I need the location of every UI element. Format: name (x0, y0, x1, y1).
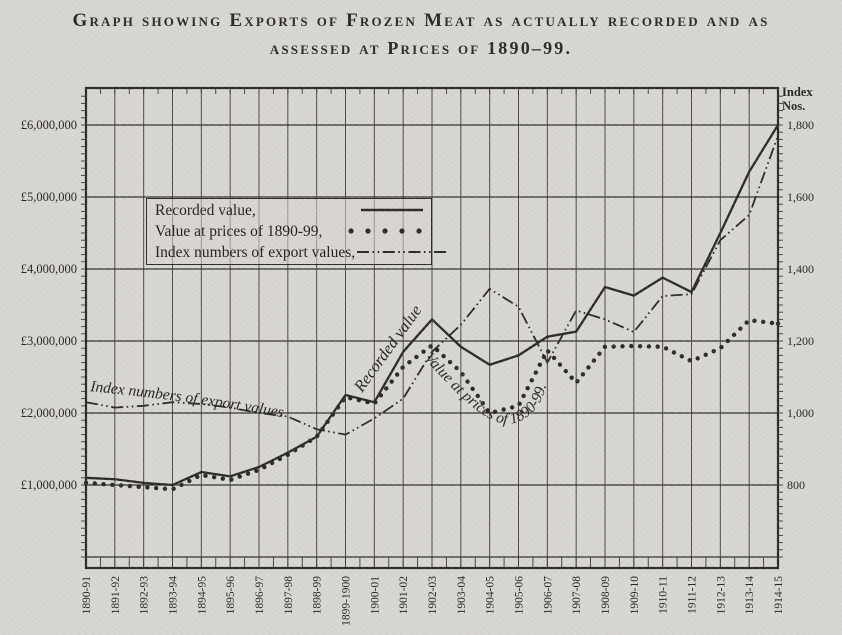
x-axis-labels: 1890-91 1891-92 1892-93 1893-94 1894-95 1895-… (81, 576, 785, 626)
x-axis-label: 1904-05 (485, 576, 497, 615)
x-axis-label: 1900-01 (369, 576, 381, 615)
x-axis-label: 1908-09 (600, 576, 612, 615)
legend-label-value-at-1890s-prices: Value at prices of 1890-99, (155, 222, 323, 240)
x-axis-label: 1899-1900 (341, 576, 353, 626)
chart-title-line1: Graph showing Exports of Frozen Meat as … (72, 10, 770, 31)
right-axis-header: Nos. (782, 99, 805, 113)
x-axis-label: 1893-94 (168, 576, 180, 615)
left-axis-label: £5,000,000 (21, 190, 77, 204)
right-axis-label: 1,800 (787, 118, 814, 132)
left-axis-label: £6,000,000 (21, 118, 77, 132)
legend-sample-solid-line-icon (359, 202, 425, 220)
left-axis-label: £2,000,000 (21, 406, 77, 420)
series-index-numbers-line (85, 135, 779, 436)
x-axis-label: 1898-99 (312, 576, 324, 615)
legend-label-index-numbers: Index numbers of export values, (155, 243, 356, 261)
legend-row-value-at-1890s-prices: Value at prices of 1890-99, (155, 221, 425, 242)
chart-legend: Recorded value, Value at prices of 1890-… (146, 198, 450, 265)
x-axis-label: 1912-13 (715, 576, 727, 615)
legend-row-index-numbers: Index numbers of export values, (155, 242, 450, 263)
series-value-1890s-prices-dots (83, 318, 781, 491)
x-axis-label: 1906-07 (542, 576, 554, 615)
chart-title: Graph showing Exports of Frozen Meat as … (0, 6, 842, 63)
x-axis-label: 1914-15 (773, 576, 785, 615)
left-axis-label: £3,000,000 (21, 334, 77, 348)
chart-frame (84, 86, 780, 570)
x-axis-label: 1902-03 (427, 576, 439, 615)
right-axis-label: 1,000 (787, 406, 814, 420)
chart-title-line2: assessed at Prices of 1890–99. (269, 38, 573, 59)
right-axis-label: 1,400 (787, 262, 814, 276)
curve-label-recorded-value: Recorded value (349, 301, 425, 396)
x-axis-label: 1910-11 (658, 576, 670, 614)
right-axis-label: 1,600 (787, 190, 814, 204)
x-axis-label: 1905-06 (514, 576, 526, 615)
x-axis-label: 1897-98 (283, 576, 295, 615)
x-axis-label: 1911-12 (687, 576, 699, 614)
legend-label-recorded-value: Recorded value, (155, 201, 256, 219)
x-axis-label: 1891-92 (110, 576, 122, 615)
x-axis-label: 1903-04 (456, 576, 468, 615)
x-axis-label: 1890-91 (81, 576, 93, 615)
x-axis-label: 1909-10 (629, 576, 641, 615)
curve-label-index-numbers: Index numbers of export values (89, 378, 286, 421)
legend-row-recorded-value: Recorded value, (155, 200, 425, 221)
series-recorded-value-line (85, 124, 779, 487)
right-axis-label: 800 (787, 478, 805, 492)
x-axis-label: 1896-97 (254, 576, 266, 615)
x-axis-label: 1895-96 (225, 576, 237, 615)
legend-sample-dotted-line-icon (345, 223, 425, 241)
x-axis-label: 1901-02 (398, 576, 410, 615)
legend-sample-dash-dot-line-icon (357, 244, 450, 262)
left-axis-label: £1,000,000 (21, 478, 77, 492)
right-axis-header: Index (782, 85, 813, 99)
x-axis-label: 1907-08 (571, 576, 583, 615)
x-axis-label: 1892-93 (139, 576, 151, 615)
grid (85, 88, 779, 568)
left-axis-label: £4,000,000 (21, 262, 77, 276)
left-axis-labels: £6,000,000 £5,000,000 £4,000,000 £3,000,000… (21, 118, 77, 492)
x-axis-label: 1894-95 (196, 576, 208, 615)
right-axis-label: 1,200 (787, 334, 814, 348)
x-axis-label: 1913-14 (744, 576, 756, 615)
